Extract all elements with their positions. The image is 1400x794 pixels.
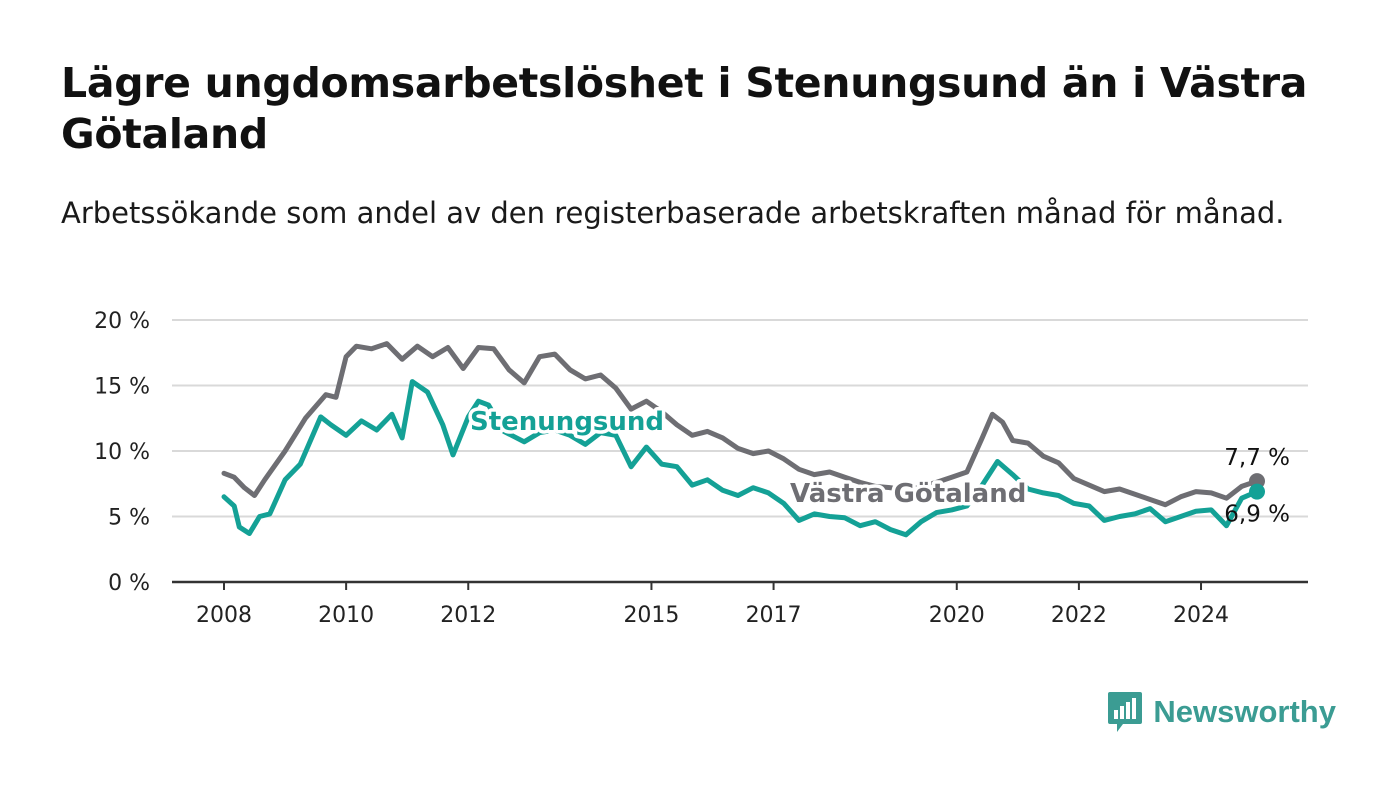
x-tick-label: 2024 (1173, 603, 1229, 628)
x-tick-label: 2017 (746, 603, 802, 628)
end-value-label: 6,9 % (1224, 502, 1290, 528)
series-label: Stenungsund (470, 407, 664, 437)
y-tick-label: 15 % (94, 375, 150, 400)
y-axis-ticks: 0 % 5 % 10 % 15 % 20 % (94, 309, 150, 596)
x-tick-label: 2015 (623, 603, 679, 628)
y-tick-label: 20 % (94, 309, 150, 334)
x-tick-label: 2012 (440, 603, 496, 628)
x-tick-label: 2020 (929, 603, 985, 628)
chart-subtitle: Arbetssökande som andel av den registerb… (61, 196, 1285, 230)
x-axis-ticks: 2008 2010 2012 2015 2017 2020 2022 2024 (196, 582, 1229, 628)
y-tick-label: 5 % (108, 506, 150, 531)
series-line (221, 379, 1260, 538)
end-value-label: 7,7 % (1224, 445, 1290, 471)
series-label-halo: Västra Götaland (790, 479, 1026, 509)
series-label-halo: Stenungsund (470, 407, 664, 437)
bar-chart-icon (1108, 692, 1143, 732)
x-tick-label: 2008 (196, 603, 252, 628)
logo-text: Newsworthy (1153, 694, 1336, 729)
grid-lines (172, 319, 1308, 518)
series-lines (221, 341, 1265, 538)
series-label: Västra Götaland (790, 479, 1026, 509)
y-tick-label: 0 % (108, 571, 150, 596)
x-tick-label: 2022 (1051, 603, 1107, 628)
line-chart: 0 %5 %10 %15 %20 % StenungsundStenungsun… (94, 309, 1308, 628)
series-line (221, 341, 1260, 508)
series-end-marker (1249, 483, 1265, 500)
newsworthy-logo: Newsworthy (1107, 690, 1336, 734)
y-tick-label: 10 % (94, 440, 150, 465)
chart-title: Lägre ungdomsarbetslöshet i Stenungsund … (61, 59, 1308, 158)
x-tick-label: 2010 (318, 603, 374, 628)
